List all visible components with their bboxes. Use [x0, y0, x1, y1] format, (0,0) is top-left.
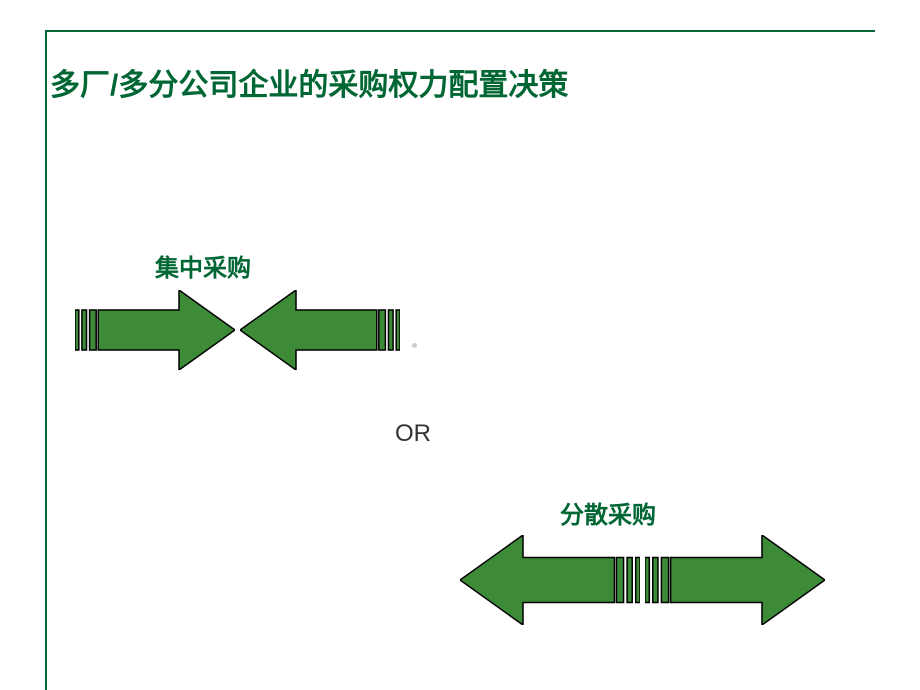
- decentralized-label: 分散采购: [560, 495, 656, 530]
- arrow-left-icon: [460, 535, 640, 630]
- arrow-left-icon: [240, 290, 400, 375]
- frame-border-top: [45, 30, 875, 32]
- arrow-right-icon: [75, 290, 235, 375]
- centralized-label: 集中采购: [155, 248, 251, 283]
- slide-title: 多厂/多分公司企业的采购权力配置决策: [50, 60, 568, 104]
- or-label: OR: [395, 420, 431, 448]
- frame-border-left: [45, 30, 47, 690]
- center-dot: [412, 343, 417, 348]
- arrow-right-icon: [645, 535, 825, 630]
